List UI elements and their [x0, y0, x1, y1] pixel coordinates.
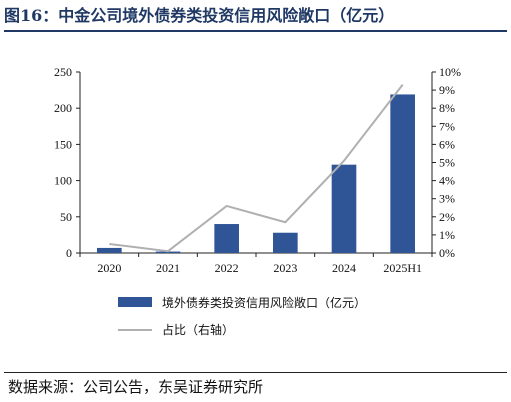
right-tick-label: 4%: [439, 174, 455, 188]
bar-2024: [331, 164, 357, 253]
left-tick-label: 150: [54, 137, 72, 151]
figure-title: 图16：中金公司境外债券类投资信用风险敞口（亿元）: [4, 6, 395, 25]
bar-2021: [155, 251, 181, 253]
x-tick-label: 2021: [156, 261, 180, 275]
source-note: 数据来源：公司公告，东吴证券研究所: [8, 378, 264, 396]
legend-swatch-bar: [118, 297, 152, 307]
right-tick-label: 10%: [439, 65, 461, 79]
right-tick-label: 1%: [439, 228, 455, 242]
x-axis: 2020 2021 2022 2023 2024 2025H1: [79, 252, 433, 275]
legend: 境外债券类投资信用风险敞口（亿元） 占比（右轴）: [118, 295, 366, 337]
right-tick-label: 8%: [439, 101, 455, 115]
bar-2022: [214, 224, 239, 253]
right-tick-label: 3%: [439, 192, 455, 206]
bar-2025H1: [390, 94, 415, 253]
left-tick-label: 200: [54, 101, 72, 115]
line-series: [109, 84, 404, 253]
left-tick-label: 0: [66, 246, 72, 260]
right-tick-label: 5%: [439, 156, 455, 170]
ratio-line: [109, 84, 404, 253]
legend-label-line: 占比（右轴）: [162, 322, 234, 337]
bar-series: [97, 94, 415, 253]
x-tick-label: 2020: [97, 261, 121, 275]
left-tick-label: 250: [54, 65, 72, 79]
legend-label-bar: 境外债券类投资信用风险敞口（亿元）: [162, 295, 366, 310]
x-tick-label: 2024: [332, 261, 356, 275]
x-tick-label: 2025H1: [383, 261, 422, 275]
right-tick-label: 9%: [439, 83, 455, 97]
bar-2023: [273, 232, 298, 253]
right-tick-label: 2%: [439, 210, 455, 224]
right-tick-label: 0%: [439, 246, 455, 260]
left-tick-label: 50: [60, 210, 72, 224]
right-tick-label: 6%: [439, 137, 455, 151]
bar-2020: [97, 247, 122, 253]
x-tick-label: 2022: [215, 261, 239, 275]
left-axis: 0 50 100 150 200 250: [54, 65, 81, 260]
right-axis: 0% 1% 2% 3% 4% 5% 6% 7% 8% 9% 10%: [431, 65, 461, 260]
right-tick-label: 7%: [439, 119, 455, 133]
title-divider: [4, 30, 507, 32]
x-tick-label: 2023: [273, 261, 297, 275]
left-tick-label: 100: [54, 174, 72, 188]
source-divider: [4, 372, 507, 373]
